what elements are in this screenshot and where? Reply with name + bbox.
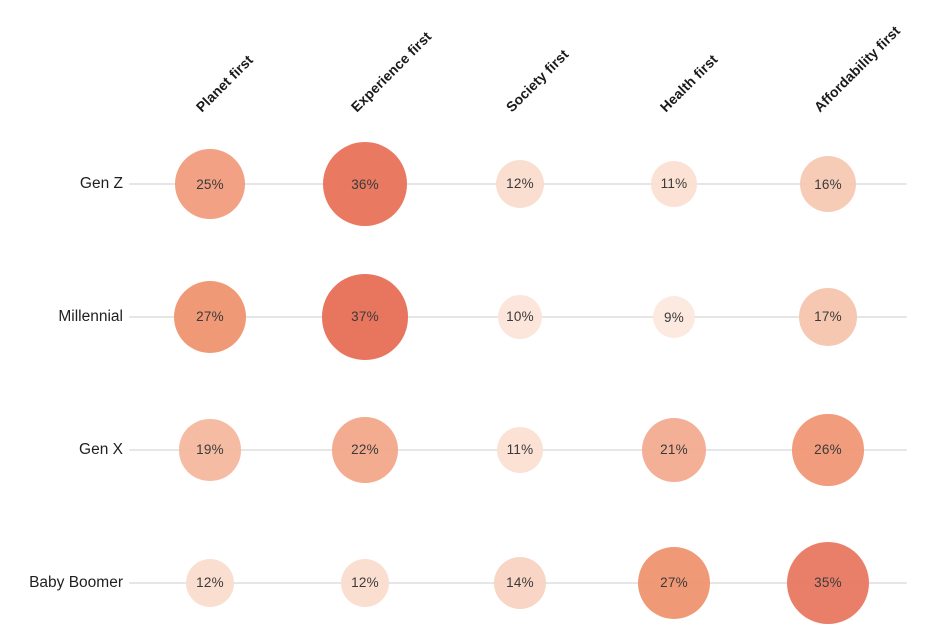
column-header-label: Planet first bbox=[192, 51, 257, 115]
bubble: 12% bbox=[185, 558, 235, 608]
bubble: 37% bbox=[322, 274, 408, 360]
bubble: 11% bbox=[650, 160, 698, 208]
bubble-value-label: 25% bbox=[196, 176, 224, 192]
bubble-value-label: 11% bbox=[506, 442, 534, 458]
bubble: 10% bbox=[497, 294, 543, 340]
bubble: 17% bbox=[799, 288, 857, 346]
bubble-value-label: 22% bbox=[351, 442, 379, 458]
bubble-value-label: 21% bbox=[660, 442, 688, 458]
bubble-value-label: 26% bbox=[814, 442, 842, 458]
bubble: 21% bbox=[641, 417, 707, 483]
column-header-label: Health first bbox=[656, 51, 721, 115]
bubble: 27% bbox=[637, 546, 711, 620]
row-label: Gen X bbox=[79, 441, 123, 458]
bubble-value-label: 36% bbox=[351, 176, 379, 192]
bubble-value-label: 12% bbox=[196, 575, 224, 591]
bubble: 16% bbox=[800, 156, 856, 212]
bubble-value-label: 14% bbox=[506, 575, 534, 591]
bubble-value-label: 16% bbox=[814, 176, 842, 192]
bubble-value-label: 17% bbox=[814, 309, 842, 325]
bubble-value-label: 9% bbox=[664, 309, 684, 325]
bubble: 19% bbox=[179, 419, 241, 481]
bubble-value-label: 37% bbox=[351, 309, 379, 325]
row-label: Gen Z bbox=[79, 175, 123, 192]
bubble-value-label: 11% bbox=[660, 176, 688, 192]
column-header-label: Affordability first bbox=[810, 22, 904, 115]
column-header-label: Experience first bbox=[347, 28, 435, 115]
bubble: 27% bbox=[173, 280, 247, 354]
bubble-value-label: 27% bbox=[660, 575, 688, 591]
bubble-value-label: 19% bbox=[196, 442, 224, 458]
bubble: 35% bbox=[786, 541, 870, 625]
bubble: 26% bbox=[792, 414, 864, 486]
row-label: Baby Boomer bbox=[29, 574, 123, 591]
bubble-value-label: 27% bbox=[196, 309, 224, 325]
bubble: 25% bbox=[175, 149, 245, 219]
bubble-value-label: 35% bbox=[814, 575, 842, 591]
bubble: 22% bbox=[332, 417, 398, 483]
column-header-label: Society first bbox=[502, 46, 572, 115]
bubble-value-label: 12% bbox=[506, 176, 534, 192]
bubble: 11% bbox=[496, 426, 544, 474]
bubble: 12% bbox=[340, 558, 390, 608]
bubble: 36% bbox=[323, 142, 407, 226]
bubble: 9% bbox=[653, 296, 695, 338]
bubble-value-label: 12% bbox=[351, 575, 379, 591]
bubble: 12% bbox=[495, 159, 545, 209]
bubble-value-label: 10% bbox=[506, 309, 534, 325]
bubble: 14% bbox=[493, 556, 547, 610]
row-label: Millennial bbox=[58, 308, 123, 325]
